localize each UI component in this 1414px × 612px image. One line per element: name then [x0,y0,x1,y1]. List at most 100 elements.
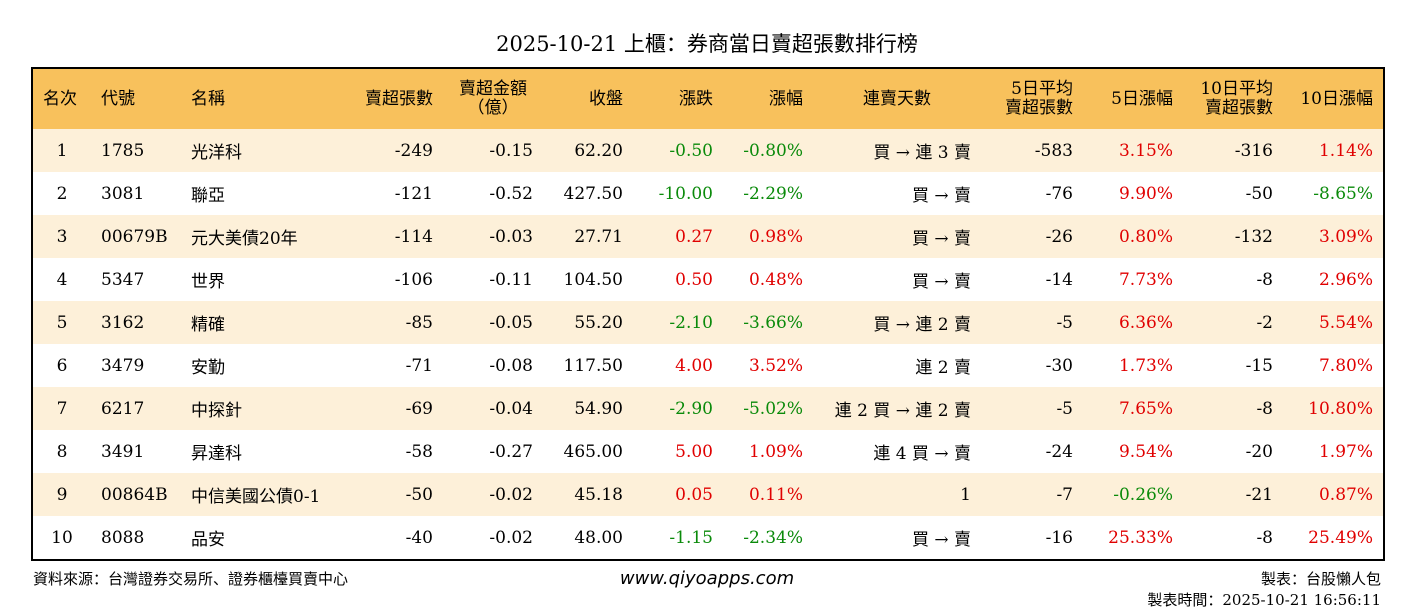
cell: 0.80% [1083,215,1183,258]
cell: 9.54% [1118,441,1173,462]
table-row: 1 1785 光洋科 -249 -0.15 62.20 -0.50 -0.80% 買 → 連 3… [32,129,1384,172]
table-row: 6 3479 安勤 -71 -0.08 117.50 4.00 3.52% 連 2 賣 -30 1.… [32,344,1384,387]
cell: -0.08 [489,355,533,376]
cell: 5.00 [675,441,713,462]
header-line: 10日漲幅 [1300,88,1373,109]
cell: 0.50 [675,269,713,290]
cell: -15 [1245,355,1273,376]
cell: 中信美國公債0-1 [181,473,331,516]
cell: 7.73% [1118,269,1173,290]
cell: -20 [1245,441,1273,462]
cell: 3 [32,215,91,258]
cell: 精確 [181,301,331,344]
cell: 中探針 [181,387,331,430]
cell: -8 [1256,527,1273,548]
cell: 0.05 [633,473,723,516]
cell: 買 → 賣 [911,186,971,206]
column-header: 漲幅 [723,68,813,129]
cell: -8 [1256,269,1273,290]
cell: 45.18 [543,473,633,516]
column-header: 賣超張數 [331,68,443,129]
cell: 0.87% [1283,473,1384,516]
cell: 3.52% [748,355,803,376]
column-header: 代號 [91,68,181,129]
cell: 4.00 [675,355,713,376]
cell: -2.10 [633,301,723,344]
cell: 9 [32,473,91,516]
cell: -69 [331,387,443,430]
cell: -0.03 [443,215,543,258]
cell: 5.54% [1283,301,1384,344]
header-line: 賣超張數 [1005,98,1073,118]
cell: -76 [1045,183,1073,204]
cell: 3491 [101,441,145,462]
header-line: 漲幅 [769,88,803,109]
cell: 48.00 [574,527,623,548]
cell: 買 → 連 3 賣 [813,129,981,172]
cell: 1.97% [1318,441,1373,462]
cell: 1 [32,129,91,172]
title: 2025-10-21 上櫃：券商當日賣超張數排行榜 [496,32,918,56]
cell: -0.05 [443,301,543,344]
cell: -8.65% [1313,183,1373,204]
cell: 5347 [101,269,145,290]
cell: 5 [32,301,91,344]
table-row: 5 3162 精確 -85 -0.05 55.20 -2.10 -3.66% 買 → 連 2 賣… [32,301,1384,344]
cell: -106 [394,269,433,290]
cell: 7 [32,387,91,430]
cell: 4 [56,269,68,290]
cell: 0.27 [633,215,723,258]
cell: -58 [405,441,433,462]
table-row: 10 8088 品安 -40 -0.02 48.00 -1.15 -2.34% 買 → 賣 -16… [32,516,1384,560]
cell: -316 [1183,129,1283,172]
site-link[interactable]: www.qiyoapps.com [619,568,795,589]
cell: -0.52 [489,183,533,204]
cell: -249 [331,129,443,172]
column-header: 漲跌 [633,68,723,129]
cell: -0.50 [633,129,723,172]
cell: 27.71 [543,215,633,258]
cell: 買 → 連 2 賣 [813,301,981,344]
cell: 2.96% [1318,269,1373,290]
header-line: 5日漲幅 [1111,88,1173,109]
cell: -26 [981,215,1083,258]
cell: -50 [1245,183,1273,204]
header-line: 名稱 [191,88,225,109]
cell: 1.73% [1118,355,1173,376]
cell: 7.80% [1318,355,1373,376]
cell: 光洋科 [181,129,331,172]
cell: 買 → 賣 [911,272,971,292]
cell: 427.50 [563,183,623,204]
cell: 1785 [91,129,181,172]
cell: 連 2 賣 [915,358,971,378]
header-line: 5日平均 [1011,79,1073,99]
cell: -0.11 [489,269,533,290]
cell: 3162 [91,301,181,344]
cell: 62.20 [543,129,633,172]
maker: 製表：台股懶人包 [1260,570,1381,588]
cell: -2.34% [743,527,803,548]
header-line: （億） [467,98,519,118]
cell: 54.90 [543,387,633,430]
cell: -0.27 [489,441,533,462]
cell: 1.14% [1283,129,1384,172]
cell: -40 [405,527,433,548]
cell: -121 [394,183,433,204]
cell: 8088 [101,527,145,548]
header-line: 收盤 [589,88,623,109]
cell: 7.65% [1083,387,1183,430]
table-row: 9 00864B 中信美國公債0-1 -50 -0.02 45.18 0.05 0.11% 1-… [32,473,1384,516]
cell: -114 [331,215,443,258]
cell: 117.50 [563,355,623,376]
table-row: 3 00679B 元大美債20年 -114 -0.03 27.71 0.27 0.98% 買 →… [32,215,1384,258]
cell: 10.80% [1283,387,1384,430]
cell: 00679B [91,215,181,258]
header-line: 賣超金額 [459,79,527,99]
cell: -5 [981,387,1083,430]
cell: 連 4 買 → 賣 [873,444,971,464]
cell: 00864B [91,473,181,516]
cell: -8 [1183,387,1283,430]
cell: 安勤 [191,358,225,378]
column-header: 連賣天數 [813,68,981,129]
cell: 8 [56,441,68,462]
